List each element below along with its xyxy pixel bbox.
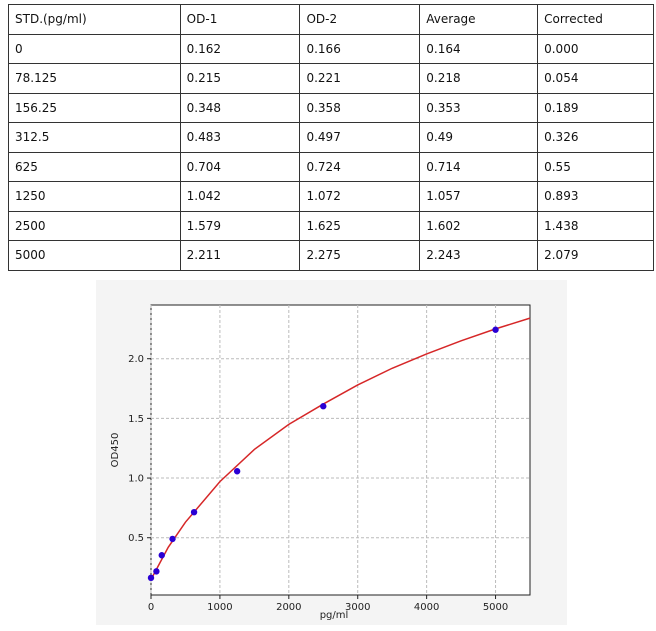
table-cell: 0.162: [179, 33, 301, 64]
x-tick-label: 4000: [414, 602, 439, 613]
table-cell: 0.49: [419, 122, 539, 153]
data-point: [190, 508, 198, 516]
table-cell: 5000: [8, 240, 181, 271]
table-cell: 1.602: [419, 210, 539, 241]
table-row: 1250 1.042 1.072 1.057 0.893: [8, 181, 654, 212]
table-cell: 0.215: [179, 63, 301, 94]
data-point: [153, 568, 160, 575]
table-row: 0 0.162 0.166 0.164 0.000: [8, 33, 654, 64]
table-row: STD.(pg/ml) OD-1 OD-2 Average Corrected: [8, 4, 654, 35]
table-cell: 78.125: [8, 63, 181, 94]
table-row: 78.125 0.215 0.221 0.218 0.054: [8, 63, 654, 94]
y-tick-label: 2.0: [128, 354, 144, 365]
table-cell: 2.243: [419, 240, 539, 271]
table-cell: OD-1: [179, 4, 301, 35]
table-cell: 0.353: [419, 92, 539, 123]
table-cell: 0.221: [299, 63, 421, 94]
table-row: 2500 1.579 1.625 1.602 1.438: [8, 210, 654, 241]
table-cell: 0.724: [299, 151, 421, 182]
table-row: 625 0.704 0.724 0.714 0.55: [8, 151, 654, 182]
data-point: [492, 326, 499, 333]
table-cell: 0.704: [179, 151, 301, 182]
table-cell: Corrected: [537, 4, 654, 35]
y-tick-label: 1.5: [128, 414, 144, 425]
table-cell: 2.211: [179, 240, 301, 271]
table-cell: 0.218: [419, 63, 539, 94]
table-cell: 2.079: [537, 240, 654, 271]
table-cell: 1250: [8, 181, 181, 212]
table-cell: 0.000: [537, 33, 654, 64]
plot-area: [150, 304, 531, 596]
table-cell: 0.55: [537, 151, 654, 182]
table-cell: 1.625: [299, 210, 421, 241]
table-body: STD.(pg/ml) OD-1 OD-2 Average Corrected 0 0.16…: [8, 4, 654, 271]
data-point: [320, 403, 327, 410]
data-point: [147, 574, 155, 582]
table-cell: 0.164: [419, 33, 539, 64]
table-cell: 625: [8, 151, 181, 182]
table-cell: 1.042: [179, 181, 301, 212]
table-cell: 0.348: [179, 92, 301, 123]
table-cell: 0.714: [419, 151, 539, 182]
table-cell: OD-2: [299, 4, 421, 35]
y-tick-label: 0.5: [128, 533, 144, 544]
table-row: 312.5 0.483 0.497 0.49 0.326: [8, 122, 654, 153]
table-cell: 0.358: [299, 92, 421, 123]
x-tick-label: 5000: [483, 602, 508, 613]
y-tick-label: 1.0: [128, 474, 144, 485]
table-cell: 2500: [8, 210, 181, 241]
table-cell: 312.5: [8, 122, 181, 153]
y-axis-label: OD450: [110, 433, 121, 468]
x-tick-label: 2000: [276, 602, 301, 613]
table-cell: 1.438: [537, 210, 654, 241]
table-cell: 0.166: [299, 33, 421, 64]
table-cell: 1.072: [299, 181, 421, 212]
table-cell: 1.579: [179, 210, 301, 241]
table-cell: 156.25: [8, 92, 181, 123]
x-tick-label: 1000: [207, 602, 232, 613]
table-cell: 0: [8, 33, 181, 64]
table-row: 5000 2.211 2.275 2.243 2.079: [8, 240, 654, 271]
table-cell: 0.054: [537, 63, 654, 94]
x-tick-label: 0: [148, 602, 154, 613]
data-point: [158, 552, 165, 559]
table-cell: 0.189: [537, 92, 654, 123]
table-cell: 1.057: [419, 181, 539, 212]
table-row: 156.25 0.348 0.358 0.353 0.189: [8, 92, 654, 123]
table-cell: 2.275: [299, 240, 421, 271]
data-point: [169, 535, 176, 543]
table-cell: 0.893: [537, 181, 654, 212]
table-cell: 0.326: [537, 122, 654, 153]
chart: pg/ml OD450 0 1000 2000 3000 4000 5000 0.5 1.0 1…: [96, 280, 567, 625]
data-point: [233, 468, 241, 475]
table-cell: 0.497: [299, 122, 421, 153]
x-axis-label: pg/ml: [320, 610, 349, 621]
data-table: STD.(pg/ml) OD-1 OD-2 Average Corrected 0 0.16…: [8, 4, 654, 271]
table-cell: Average: [419, 4, 539, 35]
x-tick-label: 3000: [345, 602, 370, 613]
table-cell: STD.(pg/ml): [8, 4, 181, 35]
table-cell: 0.483: [179, 122, 301, 153]
